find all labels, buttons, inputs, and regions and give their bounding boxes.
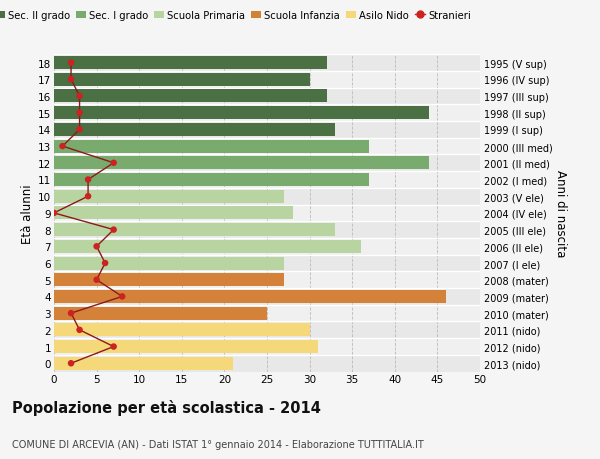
Bar xyxy=(54,338,480,355)
Bar xyxy=(54,305,480,322)
Point xyxy=(118,293,127,301)
Bar xyxy=(54,105,480,122)
Bar xyxy=(54,307,267,320)
Bar xyxy=(54,274,284,286)
Point xyxy=(109,343,118,351)
Bar xyxy=(54,140,369,153)
Bar xyxy=(54,107,429,120)
Bar xyxy=(54,90,326,103)
Bar xyxy=(54,89,480,105)
Bar xyxy=(54,288,480,305)
Point xyxy=(75,110,85,117)
Legend: Sec. II grado, Sec. I grado, Scuola Primaria, Scuola Infanzia, Asilo Nido, Stran: Sec. II grado, Sec. I grado, Scuola Prim… xyxy=(0,11,471,21)
Bar xyxy=(54,357,233,370)
Point xyxy=(75,326,85,334)
Point xyxy=(75,126,85,134)
Point xyxy=(66,76,76,84)
Bar xyxy=(54,189,480,205)
Bar xyxy=(54,355,480,372)
Point xyxy=(92,276,101,284)
Bar xyxy=(54,255,480,272)
Point xyxy=(49,210,59,217)
Point xyxy=(100,260,110,267)
Point xyxy=(109,226,118,234)
Y-axis label: Età alunni: Età alunni xyxy=(21,184,34,243)
Bar xyxy=(54,238,480,255)
Bar xyxy=(54,172,480,189)
Point xyxy=(66,60,76,67)
Point xyxy=(66,360,76,367)
Bar xyxy=(54,122,480,139)
Point xyxy=(109,160,118,167)
Bar xyxy=(54,290,446,303)
Bar xyxy=(54,190,284,203)
Point xyxy=(66,310,76,317)
Bar xyxy=(54,257,284,270)
Text: COMUNE DI ARCEVIA (AN) - Dati ISTAT 1° gennaio 2014 - Elaborazione TUTTITALIA.IT: COMUNE DI ARCEVIA (AN) - Dati ISTAT 1° g… xyxy=(12,439,424,449)
Bar xyxy=(54,174,369,187)
Bar xyxy=(54,123,335,137)
Bar xyxy=(54,272,480,288)
Bar xyxy=(54,324,310,336)
Bar xyxy=(54,55,480,72)
Point xyxy=(83,176,93,184)
Bar xyxy=(54,240,361,253)
Bar xyxy=(54,157,429,170)
Bar xyxy=(54,322,480,338)
Bar xyxy=(54,222,480,238)
Bar xyxy=(54,340,318,353)
Point xyxy=(83,193,93,201)
Y-axis label: Anni di nascita: Anni di nascita xyxy=(554,170,567,257)
Text: Popolazione per età scolastica - 2014: Popolazione per età scolastica - 2014 xyxy=(12,399,321,415)
Bar xyxy=(54,155,480,172)
Point xyxy=(58,143,67,151)
Bar xyxy=(54,73,310,87)
Bar xyxy=(54,72,480,89)
Bar xyxy=(54,224,335,236)
Bar xyxy=(54,57,326,70)
Bar xyxy=(54,207,293,220)
Bar xyxy=(54,139,480,155)
Point xyxy=(75,93,85,101)
Bar xyxy=(54,205,480,222)
Point xyxy=(92,243,101,251)
